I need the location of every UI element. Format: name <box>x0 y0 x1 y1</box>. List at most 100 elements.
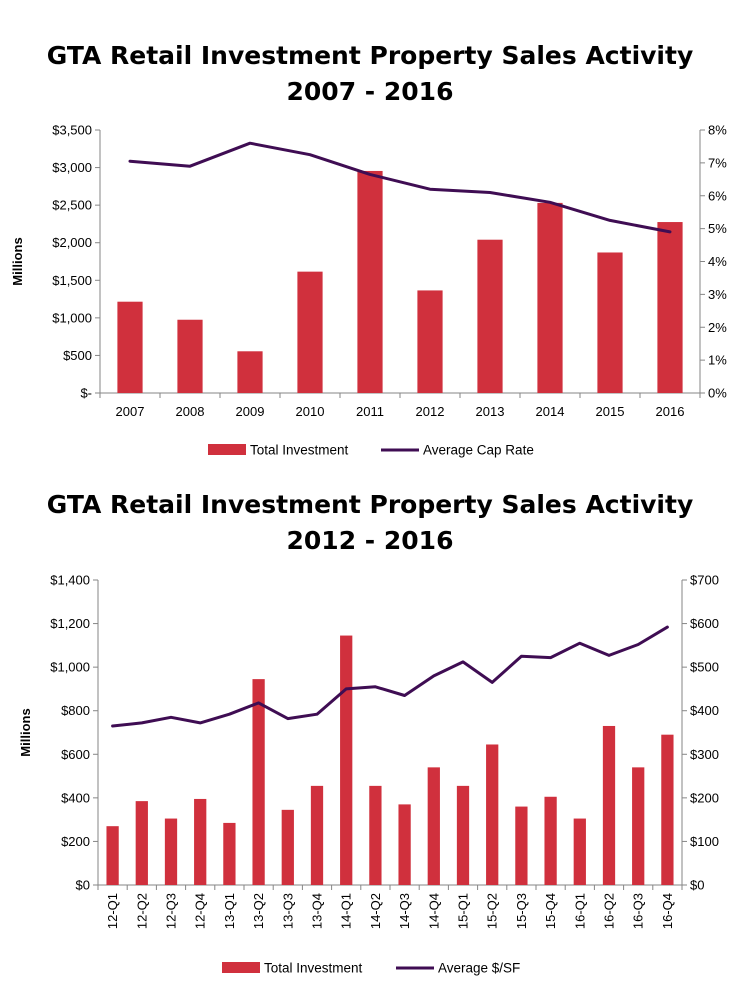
chart-2-bar <box>573 818 586 885</box>
chart-1-x-tick-label: 2008 <box>176 404 205 419</box>
chart-2-bar <box>194 798 207 885</box>
chart-1-left-tick-label: $1,000 <box>52 310 92 325</box>
chart-2-x-tick-label: 15-Q1 <box>456 893 471 929</box>
chart-1-subtitle-line: 2007 - 2016 <box>286 77 454 106</box>
chart-1-bar <box>177 319 203 393</box>
chart-2-bar <box>544 796 557 885</box>
chart-2-x-tick-label: 13-Q3 <box>280 893 295 929</box>
chart-1-x-tick-label: 2011 <box>356 404 384 419</box>
chart-2-bar <box>310 785 324 885</box>
chart-1-x-tick-label: 2014 <box>536 404 565 419</box>
chart-2-left-tick-label: $400 <box>61 790 90 805</box>
chart-2-left-tick-label: $600 <box>61 747 90 762</box>
chart-2-right-tick-label: $300 <box>690 747 719 762</box>
chart-2-left-tick-label: $1,000 <box>50 660 90 675</box>
chart-2-right-tick-label: $700 <box>690 573 719 588</box>
chart-2-x-tick-label: 14-Q4 <box>426 893 441 929</box>
chart-2-title: GTA Retail Investment Property Sales Act… <box>0 487 740 559</box>
chart-2-x-tick-label: 16-Q1 <box>572 893 587 929</box>
chart-2-x-tick-label: 15-Q3 <box>514 893 529 929</box>
chart-1-bar <box>357 170 383 393</box>
chart-1-legend-bar-label: Total Investment <box>250 443 349 458</box>
chart-2-bar <box>340 635 353 885</box>
chart-2-legend-bar-swatch <box>222 962 260 973</box>
chart-2-left-tick-label: $0 <box>76 878 90 893</box>
chart-2-legend-line-label: Average $/SF <box>438 961 520 976</box>
chart-1-right-tick-label: 0% <box>708 386 727 401</box>
chart-2-line-series <box>111 625 669 728</box>
chart-2-x-tick-label: 14-Q1 <box>339 893 354 929</box>
chart-1-left-tick-label: $500 <box>63 348 92 363</box>
chart-1-left-tick-label: $3,000 <box>52 160 92 175</box>
chart-2-plot: $0 $200 $400 $600 $800 $1,000 $1,200 $1,400 $0 $1… <box>18 573 719 976</box>
chart-2-x-tick-label: 12-Q1 <box>105 893 120 929</box>
chart-2-x-tick-label: 12-Q4 <box>193 893 208 929</box>
chart-1-bar <box>597 252 623 393</box>
chart-2-bar <box>106 826 119 885</box>
chart-1-right-tick-label: 2% <box>708 320 727 335</box>
chart-1-bar <box>417 290 443 393</box>
chart-1-x-tick-label: 2016 <box>656 404 685 419</box>
chart-2-right-tick-label: $600 <box>690 616 719 631</box>
chart-2-left-tick-label: $1,400 <box>50 573 90 588</box>
chart-2-legend: Total Investment Average $/SF <box>222 961 520 976</box>
chart-1-right-tick-label: 6% <box>708 188 727 203</box>
chart-1-y-axis-title: Millions <box>10 237 25 285</box>
chart-1-bar <box>537 202 563 393</box>
chart-1-legend-bar-swatch <box>208 444 246 455</box>
chart-2-x-tick-label: 14-Q3 <box>397 893 412 929</box>
chart-2-bar <box>223 822 236 885</box>
chart-1-bar <box>297 271 323 393</box>
chart-2-bar <box>602 725 616 885</box>
chart-2-title-line: GTA Retail Investment Property Sales Act… <box>46 490 694 519</box>
chart-1-right-tick-label: 7% <box>708 155 727 170</box>
chart-1-bar <box>237 351 263 393</box>
chart-1-right-tick-label: 8% <box>708 123 727 138</box>
chart-1-legend-line-label: Average Cap Rate <box>423 443 534 458</box>
chart-1-x-tick-label: 2015 <box>596 404 625 419</box>
chart-2-x-tick-label: 13-Q2 <box>251 893 266 929</box>
chart-2-x-tick-label: 13-Q4 <box>310 893 325 929</box>
chart-2-x-tick-label: 14-Q2 <box>368 893 383 929</box>
chart-1-x-tick-label: 2013 <box>476 404 505 419</box>
chart-2-x-tick-label: 13-Q1 <box>222 893 237 929</box>
chart-1-x-tick-label: 2012 <box>416 404 445 419</box>
chart-2-bar <box>427 767 440 885</box>
chart-2-left-tick-label: $200 <box>61 834 90 849</box>
chart-1-title-line: GTA Retail Investment Property Sales Act… <box>46 41 694 70</box>
chart-2-bar <box>398 804 411 885</box>
chart-1-bar <box>117 301 143 393</box>
chart-1-x-tick-label: 2007 <box>116 404 145 419</box>
chart-1-right-tick-label: 5% <box>708 221 727 236</box>
chart-1-left-tick-label: $3,500 <box>52 123 92 138</box>
chart-1-right-tick-label: 3% <box>708 287 727 302</box>
chart-2-right-tick-label: $100 <box>690 834 719 849</box>
chart-2-left-tick-label: $800 <box>61 703 90 718</box>
chart-1-left-tick-label: $1,500 <box>52 273 92 288</box>
chart-1-left-tick-label: $- <box>80 386 92 401</box>
chart-2-x-tick-label: 12-Q3 <box>164 893 179 929</box>
chart-1-right-tick-label: 1% <box>708 353 727 368</box>
chart-1-left-tick-label: $2,500 <box>52 198 92 213</box>
chart-1-left-tick-label: $2,000 <box>52 235 92 250</box>
chart-2-bar <box>135 801 148 885</box>
chart-2-legend-bar-label: Total Investment <box>264 961 363 976</box>
chart-2-x-tick-label: 16-Q4 <box>660 893 675 929</box>
chart-2-x-tick-label: 15-Q4 <box>543 893 558 929</box>
chart-2-x-tick-label: 12-Q2 <box>134 893 149 929</box>
chart-1-bar <box>477 239 503 393</box>
chart-1-bar <box>657 222 683 393</box>
chart-2-bar <box>456 785 470 885</box>
chart-1-right-tick-label: 4% <box>708 254 727 269</box>
chart-2-x-tick-label: 16-Q2 <box>602 893 617 929</box>
chart-2-bar <box>486 744 499 885</box>
chart-1-x-tick-label: 2010 <box>296 404 325 419</box>
chart-2-y-axis-title: Millions <box>18 708 33 756</box>
chart-2-bar <box>661 734 674 885</box>
chart-2-left-tick-label: $1,200 <box>50 616 90 631</box>
chart-2-right-tick-label: $200 <box>690 790 719 805</box>
chart-2-x-tick-label: 16-Q3 <box>631 893 646 929</box>
chart-2-x-tick-label: 15-Q2 <box>485 893 500 929</box>
chart-2-bar <box>369 785 382 885</box>
chart-1-legend: Total Investment Average Cap Rate <box>208 443 534 458</box>
